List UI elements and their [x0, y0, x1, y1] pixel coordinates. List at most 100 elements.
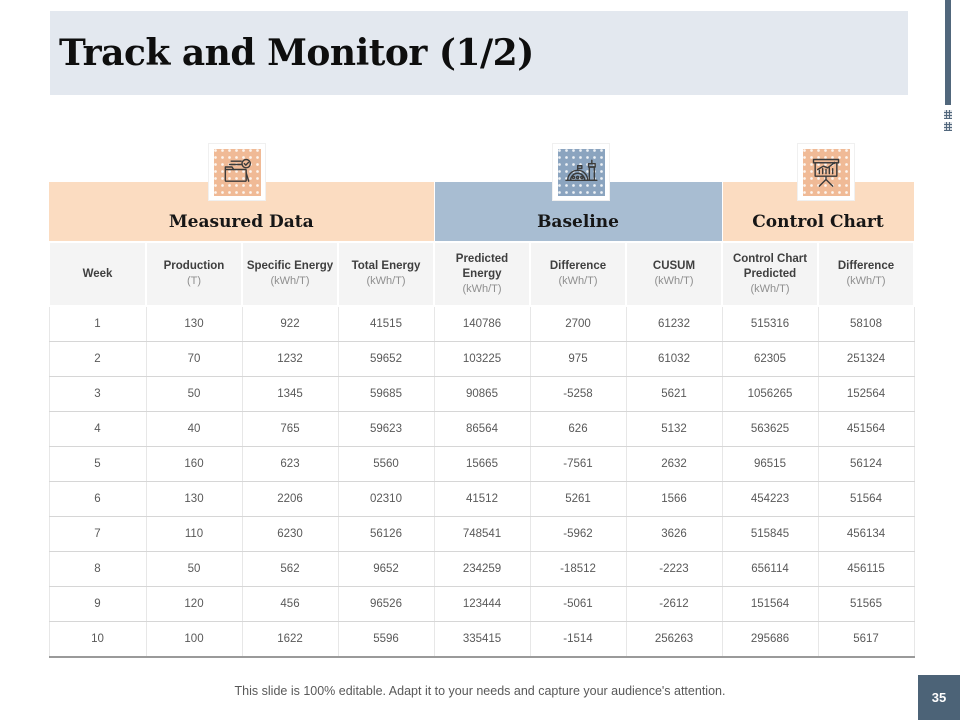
table-cell: 295686: [722, 621, 819, 658]
table-cell: 234259: [434, 551, 531, 587]
column-header: Specific Energy (kWh/T): [241, 241, 339, 307]
table-cell: 59685: [338, 376, 435, 412]
table-cell: 2700: [530, 305, 627, 342]
title-bar: Track and Monitor (1/2): [50, 11, 908, 95]
table-cell: 922: [242, 305, 339, 342]
column-unit: (kWh/T): [558, 275, 598, 288]
table-body: 1 130 922 41515 140786 2700 61232 515316 58108 2 7…: [48, 305, 915, 658]
table-cell: 765: [242, 411, 339, 447]
table-cell: 251324: [818, 341, 915, 377]
table-cell: 56124: [818, 446, 915, 482]
table-cell: 152564: [818, 376, 915, 412]
table-cell: 41515: [338, 305, 435, 342]
table-cell: 7: [48, 516, 147, 552]
table-row: 6 130 2206 02310 41512 5261 1566 454223 51564: [48, 481, 915, 517]
column-header: Week: [48, 241, 147, 307]
table-row: 4 40 765 59623 86564 626 5132 563625 451564: [48, 411, 915, 447]
table-cell: 10: [48, 621, 147, 658]
table-cell: 123444: [434, 586, 531, 622]
table-cell: 454223: [722, 481, 819, 517]
table-cell: -5962: [530, 516, 627, 552]
column-unit: (kWh/T): [270, 275, 310, 288]
table-cell: 41512: [434, 481, 531, 517]
table-cell: 456: [242, 586, 339, 622]
table-cell: 1: [48, 305, 147, 342]
table-cell: 4: [48, 411, 147, 447]
table-cell: 51565: [818, 586, 915, 622]
table-cell: 70: [146, 341, 243, 377]
table-cell: 96515: [722, 446, 819, 482]
table-cell: 51564: [818, 481, 915, 517]
table-row: 10 100 1622 5596 335415 -1514 256263 295686 5617: [48, 621, 915, 658]
column-label: Total Energy: [351, 260, 421, 273]
table-cell: 59623: [338, 411, 435, 447]
table-cell: 15665: [434, 446, 531, 482]
table-cell: -2223: [626, 551, 723, 587]
table-cell: 2206: [242, 481, 339, 517]
table-cell: 8: [48, 551, 147, 587]
table-cell: 515845: [722, 516, 819, 552]
table-cell: 5596: [338, 621, 435, 658]
column-label: Control Chart Predicted: [732, 252, 808, 280]
table-cell: 456134: [818, 516, 915, 552]
table-cell: 626: [530, 411, 627, 447]
table-row: 5 160 623 5560 15665 -7561 2632 96515 56124: [48, 446, 915, 482]
table-cell: 1056265: [722, 376, 819, 412]
table-cell: 563625: [722, 411, 819, 447]
column-unit: (kWh/T): [750, 282, 790, 295]
table-row: 3 50 1345 59685 90865 -5258 5621 1056265 152564: [48, 376, 915, 412]
table-cell: 50: [146, 551, 243, 587]
table-cell: 5132: [626, 411, 723, 447]
table-cell: 748541: [434, 516, 531, 552]
table-cell: 6: [48, 481, 147, 517]
table-cell: -7561: [530, 446, 627, 482]
table-cell: 9: [48, 586, 147, 622]
column-label: CUSUM: [652, 260, 696, 273]
table-cell: 130: [146, 305, 243, 342]
column-label: Specific Energy: [246, 260, 334, 273]
table-cell: 160: [146, 446, 243, 482]
table-cell: 2: [48, 341, 147, 377]
table-cell: -5061: [530, 586, 627, 622]
table-cell: 110: [146, 516, 243, 552]
column-header: Predicted Energy (kWh/T): [433, 241, 531, 307]
table-cell: 451564: [818, 411, 915, 447]
table-cell: 120: [146, 586, 243, 622]
baseline-icon-frame: [553, 144, 609, 200]
column-label: Difference: [549, 260, 607, 273]
table-cell: 96526: [338, 586, 435, 622]
page-number-badge: 35: [918, 675, 960, 720]
table-cell: 02310: [338, 481, 435, 517]
measured-data-icon-frame: [209, 144, 265, 200]
plant-gauge-icon: [557, 148, 605, 196]
table-cell: 103225: [434, 341, 531, 377]
table-cell: 335415: [434, 621, 531, 658]
column-unit: (kWh/T): [366, 275, 406, 288]
column-header: Total Energy (kWh/T): [337, 241, 435, 307]
table-cell: 562: [242, 551, 339, 587]
table-cell: 59652: [338, 341, 435, 377]
column-unit: (T): [186, 275, 202, 288]
column-label: Difference: [837, 260, 895, 273]
table-cell: 3: [48, 376, 147, 412]
table-cell: 9652: [338, 551, 435, 587]
column-unit: (kWh/T): [654, 275, 694, 288]
footer-note: This slide is 100% editable. Adapt it to…: [234, 684, 726, 698]
column-label: Predicted Energy: [455, 252, 509, 280]
table-row: 9 120 456 96526 123444 -5061 -2612 151564 51565: [48, 586, 915, 622]
table-cell: 656114: [722, 551, 819, 587]
column-header: CUSUM (kWh/T): [625, 241, 723, 307]
table-cell: 130: [146, 481, 243, 517]
table-cell: 3626: [626, 516, 723, 552]
data-table: Measured Data Baseline Control Chart Week P…: [48, 182, 915, 658]
table-cell: 50: [146, 376, 243, 412]
table-cell: 6230: [242, 516, 339, 552]
table-cell: 5621: [626, 376, 723, 412]
table-cell: 5261: [530, 481, 627, 517]
group-header-row: Measured Data Baseline Control Chart: [49, 182, 915, 242]
column-header: Difference (kWh/T): [529, 241, 627, 307]
column-header: Production (T): [145, 241, 243, 307]
table-row: 2 70 1232 59652 103225 975 61032 62305 251324: [48, 341, 915, 377]
table-cell: 86564: [434, 411, 531, 447]
table-cell: 100: [146, 621, 243, 658]
